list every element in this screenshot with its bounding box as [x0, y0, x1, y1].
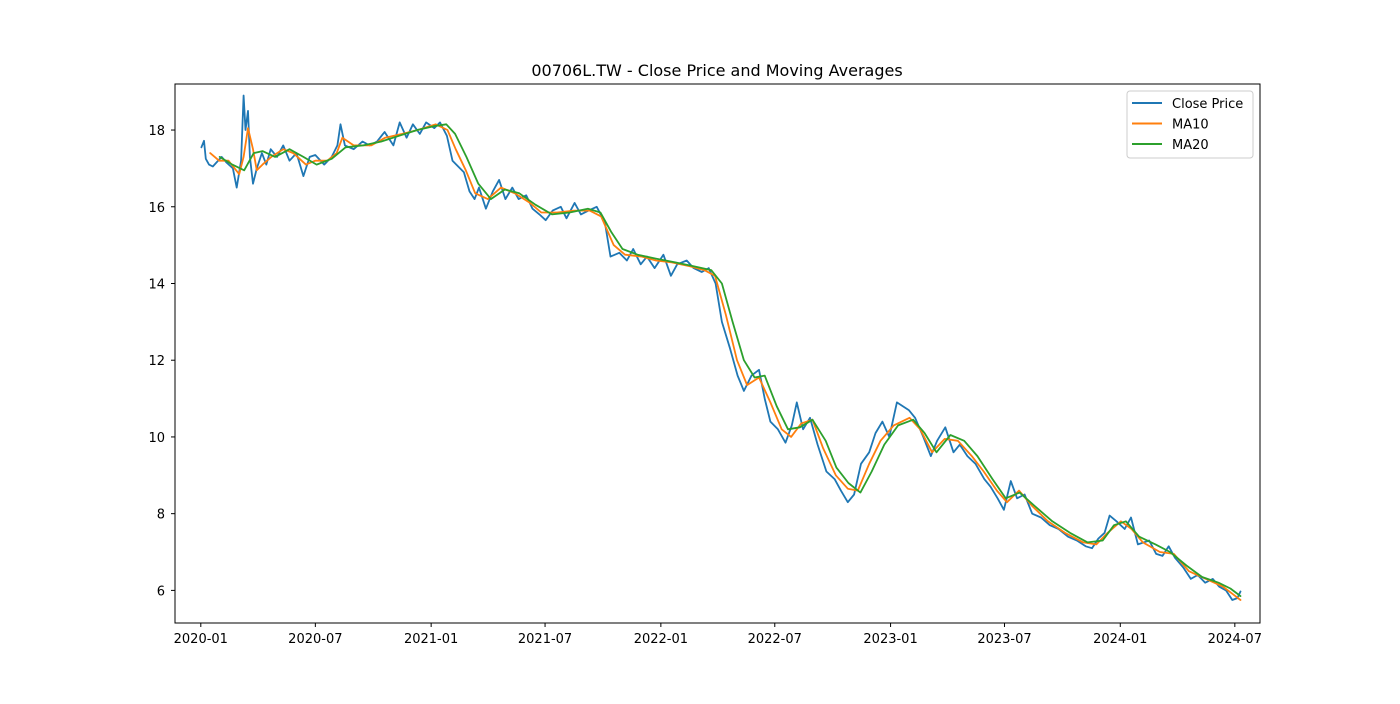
x-tick-label: 2024-01 [1093, 632, 1147, 647]
y-axis: 6 8 10 12 14 16 18 [148, 124, 175, 599]
y-tick-label: 18 [148, 124, 165, 139]
series-line-ma20 [218, 123, 1242, 597]
x-tick-label: 2021-01 [404, 632, 458, 647]
x-tick-label: 2021-07 [518, 632, 572, 647]
y-tick-label: 16 [148, 201, 165, 216]
legend: Close Price MA10 MA20 [1126, 90, 1254, 159]
y-tick-label: 8 [157, 508, 165, 523]
x-tick-label: 2022-01 [634, 632, 688, 647]
plot-frame [174, 83, 1261, 624]
x-tick-label: 2020-01 [174, 632, 228, 647]
plot-lines [200, 94, 1242, 601]
x-tick-label: 2022-07 [748, 632, 802, 647]
y-tick-label: 12 [148, 354, 165, 369]
y-tick-label: 10 [148, 431, 165, 446]
legend-box [1126, 90, 1254, 159]
x-tick-label: 2023-07 [977, 632, 1031, 647]
y-tick-label: 14 [148, 277, 165, 292]
series-line-ma10 [209, 123, 1242, 601]
x-tick-label: 2023-01 [863, 632, 917, 647]
x-tick-label: 2020-07 [288, 632, 342, 647]
x-axis: 2020-01 2020-07 2021-01 2021-07 2022-01 2022-… [174, 623, 1262, 647]
y-tick-label: 6 [157, 584, 165, 599]
legend-label: Close Price [1172, 97, 1243, 112]
series-line-close-price [200, 94, 1242, 601]
legend-label: MA20 [1172, 138, 1209, 153]
x-tick-label: 2024-07 [1208, 632, 1262, 647]
chart-title: 00706L.TW - Close Price and Moving Avera… [531, 61, 902, 80]
legend-label: MA10 [1172, 118, 1209, 133]
